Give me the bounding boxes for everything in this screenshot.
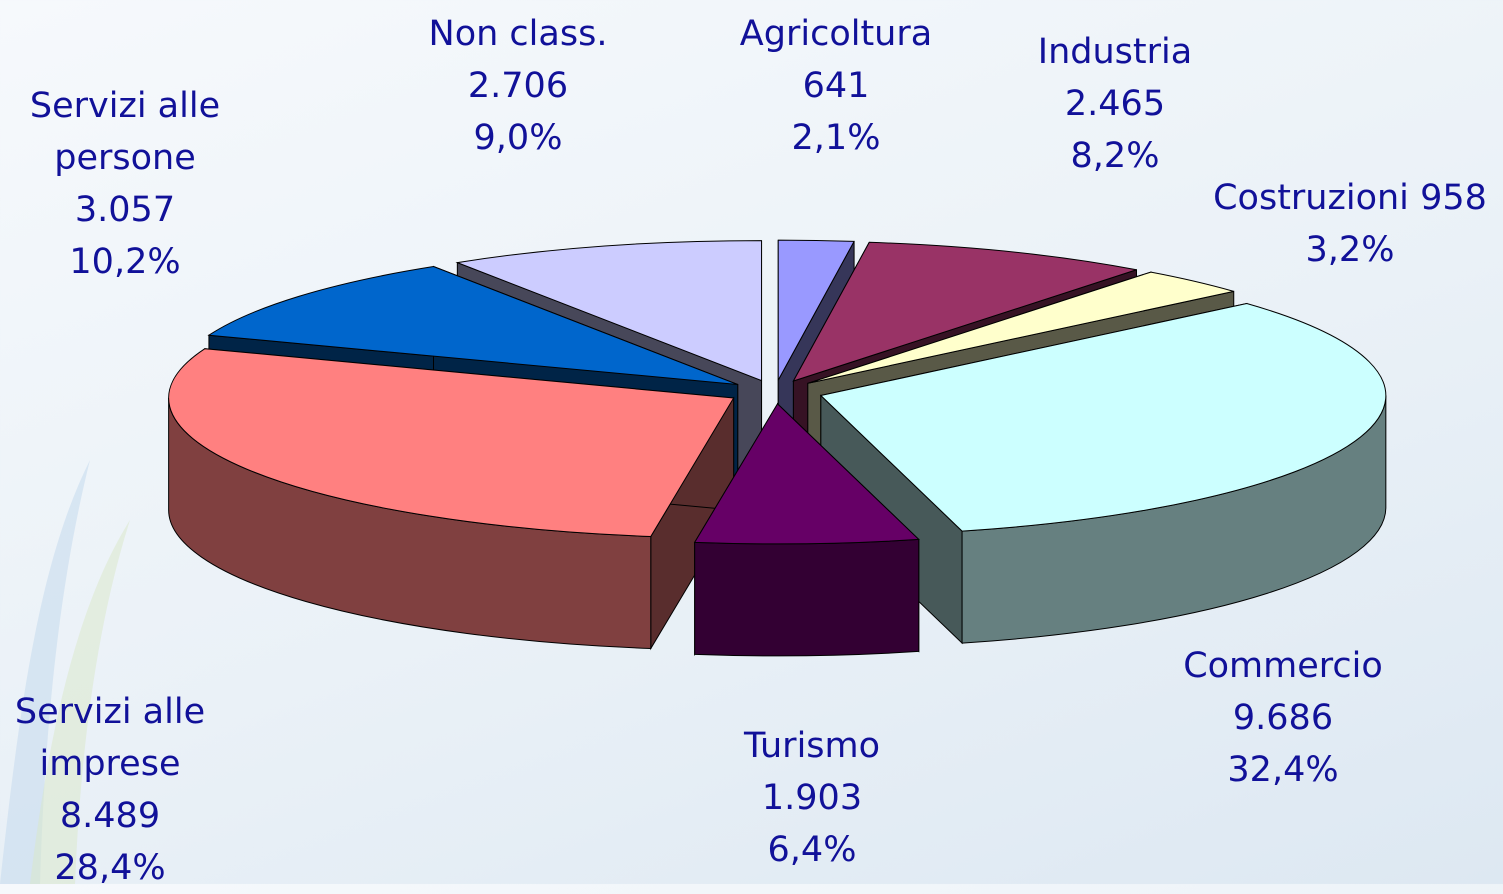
slice-label: Agricoltura 641 2,1%: [706, 8, 966, 164]
slice-label: Commercio 9.686 32,4%: [1153, 640, 1413, 796]
value-label: 1.903: [761, 778, 863, 818]
category-name: Commercio: [1183, 646, 1383, 686]
slice-wall: [694, 538, 920, 657]
percent-label: 10,2%: [69, 242, 181, 282]
percent-label: 32,4%: [1227, 750, 1339, 790]
pie-slice: [819, 302, 1387, 645]
percent-label: 28,4%: [54, 848, 166, 888]
value-label: 3.057: [74, 190, 176, 230]
value-label: 641: [802, 66, 870, 106]
decoration: [30, 520, 130, 884]
category-name: Servizi alle imprese: [14, 692, 206, 784]
slice-label: Costruzioni 958 3,2%: [1190, 172, 1503, 276]
category-name: Servizi alle persone: [29, 86, 221, 178]
slice-label: Industria 2.465 8,2%: [995, 26, 1235, 182]
slice-label: Servizi alle persone 3.057 10,2%: [15, 80, 235, 288]
slice-top: [792, 241, 1137, 382]
pie-slice: [693, 402, 920, 657]
slice-label: Turismo 1.903 6,4%: [702, 720, 922, 876]
decoration: [0, 460, 90, 884]
category-name: Costruzioni: [1213, 178, 1409, 218]
value-label: 958: [1420, 178, 1487, 218]
slice-top: [455, 240, 763, 382]
percent-label: 3,2%: [1305, 230, 1395, 270]
slice-top: [168, 348, 735, 538]
slice-top: [777, 239, 855, 381]
slice-label: Servizi alle imprese 8.489 28,4%: [5, 686, 215, 894]
category-name: Non class.: [428, 14, 608, 54]
category-name: Industria: [1037, 32, 1193, 72]
pie-slice: [168, 348, 735, 651]
percent-label: 9,0%: [473, 118, 563, 158]
value-label: 2.706: [467, 66, 569, 106]
category-name: Turismo: [743, 726, 881, 766]
value-label: 2.465: [1064, 84, 1166, 124]
percent-label: 8,2%: [1070, 136, 1160, 176]
value-label: 9.686: [1232, 698, 1334, 738]
slice-top: [819, 303, 1387, 532]
slice-top: [207, 266, 738, 386]
value-label: 8.489: [59, 796, 161, 836]
slice-top: [807, 271, 1234, 384]
slice-label: Non class. 2.706 9,0%: [398, 8, 638, 164]
label-line: Costruzioni 958: [1190, 172, 1503, 224]
slice-top: [693, 403, 920, 545]
category-name: Agricoltura: [739, 14, 933, 54]
percent-label: 2,1%: [791, 118, 881, 158]
percent-label: 6,4%: [767, 830, 857, 870]
